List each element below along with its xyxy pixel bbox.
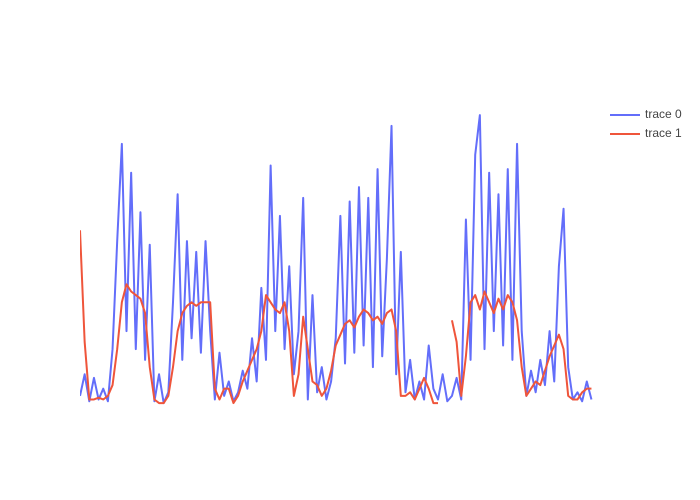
series-line <box>80 230 592 405</box>
series-line <box>80 114 593 405</box>
legend-label: trace 1 <box>645 126 682 140</box>
legend-label: trace 0 <box>645 107 682 121</box>
